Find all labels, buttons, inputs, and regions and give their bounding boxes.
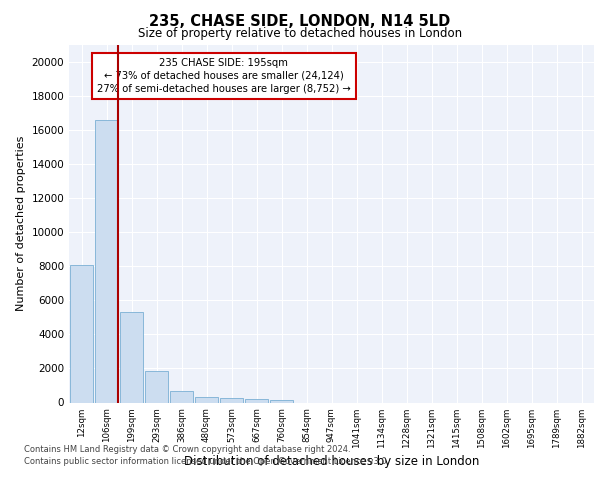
X-axis label: Distribution of detached houses by size in London: Distribution of detached houses by size …	[184, 454, 479, 468]
Bar	[70, 264, 93, 402]
Bar	[95, 120, 118, 403]
Bar	[220, 398, 243, 402]
Text: 235, CHASE SIDE, LONDON, N14 5LD: 235, CHASE SIDE, LONDON, N14 5LD	[149, 14, 451, 29]
Bar	[245, 399, 268, 402]
Text: Size of property relative to detached houses in London: Size of property relative to detached ho…	[138, 26, 462, 40]
Bar	[170, 390, 193, 402]
Bar	[120, 312, 143, 402]
Bar	[195, 396, 218, 402]
Bar	[270, 400, 293, 402]
Text: Contains public sector information licensed under the Open Government Licence v3: Contains public sector information licen…	[24, 458, 389, 466]
Text: Contains HM Land Registry data © Crown copyright and database right 2024.: Contains HM Land Registry data © Crown c…	[24, 445, 350, 454]
Bar	[145, 371, 168, 402]
Text: 235 CHASE SIDE: 195sqm
← 73% of detached houses are smaller (24,124)
27% of semi: 235 CHASE SIDE: 195sqm ← 73% of detached…	[97, 58, 351, 94]
Y-axis label: Number of detached properties: Number of detached properties	[16, 136, 26, 312]
